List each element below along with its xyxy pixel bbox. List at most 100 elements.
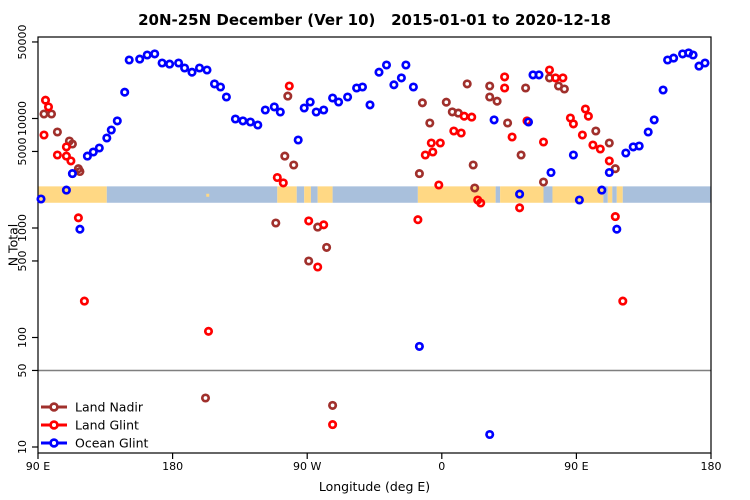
data-point-land-nadir	[610, 164, 620, 174]
data-point-land-glint	[420, 150, 430, 160]
data-point-ocean-glint	[61, 185, 71, 195]
data-point-land-glint	[39, 130, 49, 140]
y-tick-label: 100	[16, 327, 29, 348]
x-tick-label: 90 W	[293, 460, 321, 473]
data-point-land-glint	[595, 144, 605, 154]
data-point-ocean-glint	[311, 107, 321, 117]
data-point-ocean-glint	[88, 147, 98, 157]
data-point-land-glint	[577, 130, 587, 140]
data-point-ocean-glint	[343, 92, 353, 102]
data-point-land-nadir	[470, 183, 480, 193]
data-point-land-glint	[459, 111, 469, 121]
data-point-ocean-glint	[401, 60, 411, 70]
map-band-land-segment	[317, 186, 333, 203]
data-point-land-glint	[507, 132, 517, 142]
data-point-land-nadir	[521, 83, 531, 93]
map-band-land-segment	[304, 186, 311, 203]
data-point-land-glint	[61, 142, 71, 152]
data-point-land-glint	[313, 262, 323, 272]
y-tick-label: 50	[16, 363, 29, 377]
plot-border	[37, 36, 712, 454]
data-point-land-nadir	[503, 118, 513, 128]
map-band-ocean-segment	[603, 186, 608, 203]
data-point-land-nadir	[425, 118, 435, 128]
data-point-land-nadir	[492, 96, 502, 106]
data-point-land-glint	[544, 65, 555, 75]
data-point-land-glint	[43, 102, 54, 112]
data-point-ocean-glint	[546, 167, 556, 178]
data-point-land-nadir	[538, 177, 549, 187]
data-point-land-glint	[476, 198, 486, 208]
data-point-land-nadir	[414, 169, 424, 179]
legend-label: Ocean Glint	[75, 436, 149, 451]
data-point-land-nadir	[328, 400, 338, 410]
data-point-ocean-glint	[165, 59, 175, 69]
data-point-ocean-glint	[328, 93, 338, 103]
data-point-land-nadir	[280, 151, 290, 161]
data-point-land-glint	[580, 104, 590, 114]
legend-label: Land Nadir	[75, 400, 144, 415]
data-point-ocean-glint	[305, 97, 315, 107]
data-point-land-glint	[52, 150, 62, 160]
map-band-land-segment	[552, 186, 604, 203]
map-band-ocean-segment	[543, 186, 553, 203]
data-point-land-nadir	[485, 92, 495, 102]
y-tick-label: 10000	[16, 101, 29, 136]
data-point-ocean-glint	[174, 58, 184, 68]
data-point-land-glint	[428, 147, 438, 157]
data-point-ocean-glint	[299, 103, 309, 113]
data-point-ocean-glint	[293, 135, 303, 145]
data-point-land-glint	[500, 83, 510, 93]
data-point-land-glint	[328, 420, 338, 430]
data-point-ocean-glint	[94, 143, 104, 153]
map-band-land-segment	[616, 186, 623, 203]
data-point-ocean-glint	[142, 50, 152, 60]
data-point-ocean-glint	[112, 116, 122, 126]
data-point-land-glint	[272, 172, 282, 183]
data-point-land-glint	[79, 296, 89, 306]
data-point-land-glint	[304, 216, 314, 226]
map-band-ocean-segment	[332, 186, 418, 203]
x-axis-label: Longitude (deg E)	[318, 479, 431, 494]
data-point-land-glint	[550, 73, 561, 83]
data-point-land-glint	[538, 137, 549, 147]
y-tick-label: 50000	[16, 24, 29, 59]
data-point-land-glint	[515, 203, 525, 213]
data-point-land-nadir	[52, 127, 62, 137]
data-point-land-nadir	[468, 160, 478, 170]
data-point-ocean-glint	[515, 189, 525, 199]
data-point-ocean-glint	[157, 58, 167, 68]
data-point-ocean-glint	[319, 105, 329, 115]
data-point-land-glint	[604, 156, 614, 166]
data-point-ocean-glint	[408, 82, 418, 92]
data-point-ocean-glint	[523, 117, 534, 127]
data-point-ocean-glint	[700, 58, 710, 68]
data-point-ocean-glint	[621, 148, 631, 158]
data-point-land-nadir	[283, 91, 293, 101]
data-point-ocean-glint	[102, 133, 112, 143]
x-tick-label: 180	[701, 460, 722, 473]
data-point-ocean-glint	[485, 429, 495, 440]
data-point-ocean-glint	[365, 100, 375, 110]
data-point-ocean-glint	[124, 55, 134, 65]
map-band-land-segment	[38, 186, 107, 203]
data-point-land-glint	[618, 296, 628, 306]
legend-label: Land Glint	[75, 418, 139, 433]
data-point-ocean-glint	[396, 73, 406, 83]
data-point-land-glint	[203, 326, 214, 336]
data-point-ocean-glint	[414, 341, 424, 351]
data-point-ocean-glint	[150, 49, 160, 59]
data-point-land-nadir	[462, 79, 472, 89]
legend-marker-icon	[49, 438, 59, 448]
map-band-ocean-segment	[106, 186, 278, 203]
data-point-land-glint	[319, 220, 329, 230]
data-point-land-glint	[588, 140, 598, 150]
data-point-ocean-glint	[612, 224, 622, 234]
data-point-ocean-glint	[634, 141, 644, 151]
data-point-ocean-glint	[604, 167, 614, 178]
data-point-land-glint	[426, 138, 436, 148]
x-tick-label: 0	[438, 460, 445, 473]
y-tick-label: 1000	[16, 214, 29, 242]
